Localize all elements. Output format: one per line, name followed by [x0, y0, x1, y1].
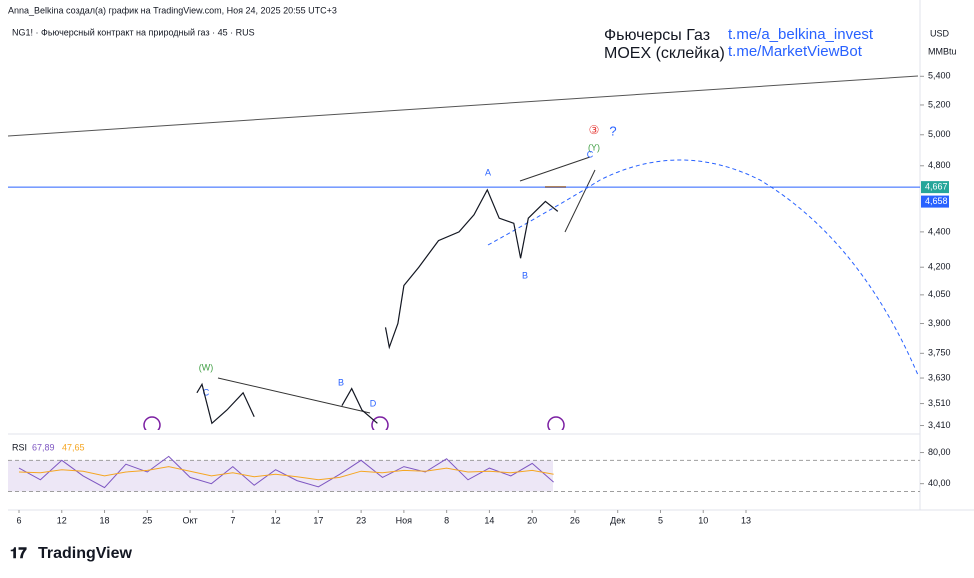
price-tag	[921, 181, 949, 194]
logo-text: TradingView	[38, 545, 133, 562]
x-tick-label: 17	[313, 515, 323, 525]
drawings	[8, 75, 919, 433]
wave-label: B	[338, 377, 344, 387]
y-tick-label: 4,800	[928, 160, 951, 170]
trend-line	[519, 156, 591, 182]
x-tick-label: 13	[741, 515, 751, 525]
rsi-title: RSI	[12, 442, 27, 452]
price-line-series	[196, 188, 559, 425]
x-tick-label: 5	[658, 515, 663, 525]
x-tick-label: 14	[484, 515, 494, 525]
wave-label: A	[485, 167, 491, 177]
x-tick-label: 12	[271, 515, 281, 525]
x-tick-label: 8	[444, 515, 449, 525]
wave-label: D	[370, 398, 377, 408]
y-tick-label: 5,000	[928, 129, 951, 139]
unit: MMBtu	[928, 46, 957, 56]
wave-label: ③	[589, 123, 600, 137]
rsi-value: 47,65	[62, 442, 85, 452]
price-plot	[8, 186, 920, 425]
rsi-value: 67,89	[32, 442, 55, 452]
x-tick-label: 20	[527, 515, 537, 525]
y-tick-label: 80,00	[928, 447, 951, 457]
wave-label: ?	[609, 123, 616, 138]
wave-label: (W)	[199, 362, 214, 372]
y-tick-label: 4,400	[928, 226, 951, 236]
x-tick-label: 25	[142, 515, 152, 525]
y-tick-label: 4,200	[928, 262, 951, 272]
y-tick-label: 3,900	[928, 318, 951, 328]
rsi-band	[8, 460, 553, 492]
logo: 𝟏𝟕 TradingView	[10, 545, 133, 562]
y-tick-label: 5,200	[928, 99, 951, 109]
wave-label: C	[203, 387, 210, 397]
x-tick-label: 23	[356, 515, 366, 525]
y-tick-label: 3,750	[928, 348, 951, 358]
wave-label: C	[587, 149, 594, 159]
watermark: MOEX (склейка)	[604, 45, 725, 62]
event-icon[interactable]	[143, 416, 161, 433]
author-line: Anna_Belkina создал(а) график на Trading…	[8, 5, 337, 15]
event-icon[interactable]	[371, 416, 389, 433]
x-tick-label: Ноя	[396, 515, 413, 525]
x-tick-label: 26	[570, 515, 580, 525]
price-tag-label: 4,658	[925, 196, 948, 206]
x-tick-label: 10	[698, 515, 708, 525]
trend-line	[564, 169, 596, 233]
price-tag-label: 4,667	[925, 181, 948, 191]
event-icon[interactable]	[547, 416, 565, 433]
y-tick-label: 4,050	[928, 289, 951, 299]
logo-mark: 𝟏𝟕	[10, 545, 27, 562]
link[interactable]: t.me/a_belkina_invest	[728, 26, 874, 43]
wave-label: (Y)	[588, 142, 600, 152]
price-line-series	[18, 466, 554, 481]
y-tick-label: 3,630	[928, 372, 951, 382]
trend-line	[217, 377, 371, 414]
wave-labels: A B (W) C B D (Y) C ③ ?	[199, 123, 617, 408]
x-tick-label: 12	[57, 515, 67, 525]
watermark: Фьючерсы Газ	[604, 27, 710, 44]
symbol-line: NG1! · Фьючерсный контракт на природный …	[12, 27, 255, 37]
price-tag	[921, 195, 949, 208]
y-tick-label: 40,00	[928, 478, 951, 488]
link[interactable]: t.me/MarketViewBot	[728, 43, 863, 60]
x-tick-label: Окт	[182, 515, 197, 525]
y-tick-label: 5,400	[928, 71, 951, 81]
projection	[487, 159, 919, 376]
currency: USD	[930, 28, 950, 38]
wave-label: B	[522, 270, 528, 280]
x-tick-label: 6	[16, 515, 21, 525]
y-tick-label: 3,510	[928, 398, 951, 408]
x-tick-label: Дек	[610, 515, 625, 525]
x-tick-label: 7	[230, 515, 235, 525]
y-tick-label: 3,410	[928, 420, 951, 430]
trend-line	[8, 75, 919, 137]
x-tick-label: 18	[100, 515, 110, 525]
